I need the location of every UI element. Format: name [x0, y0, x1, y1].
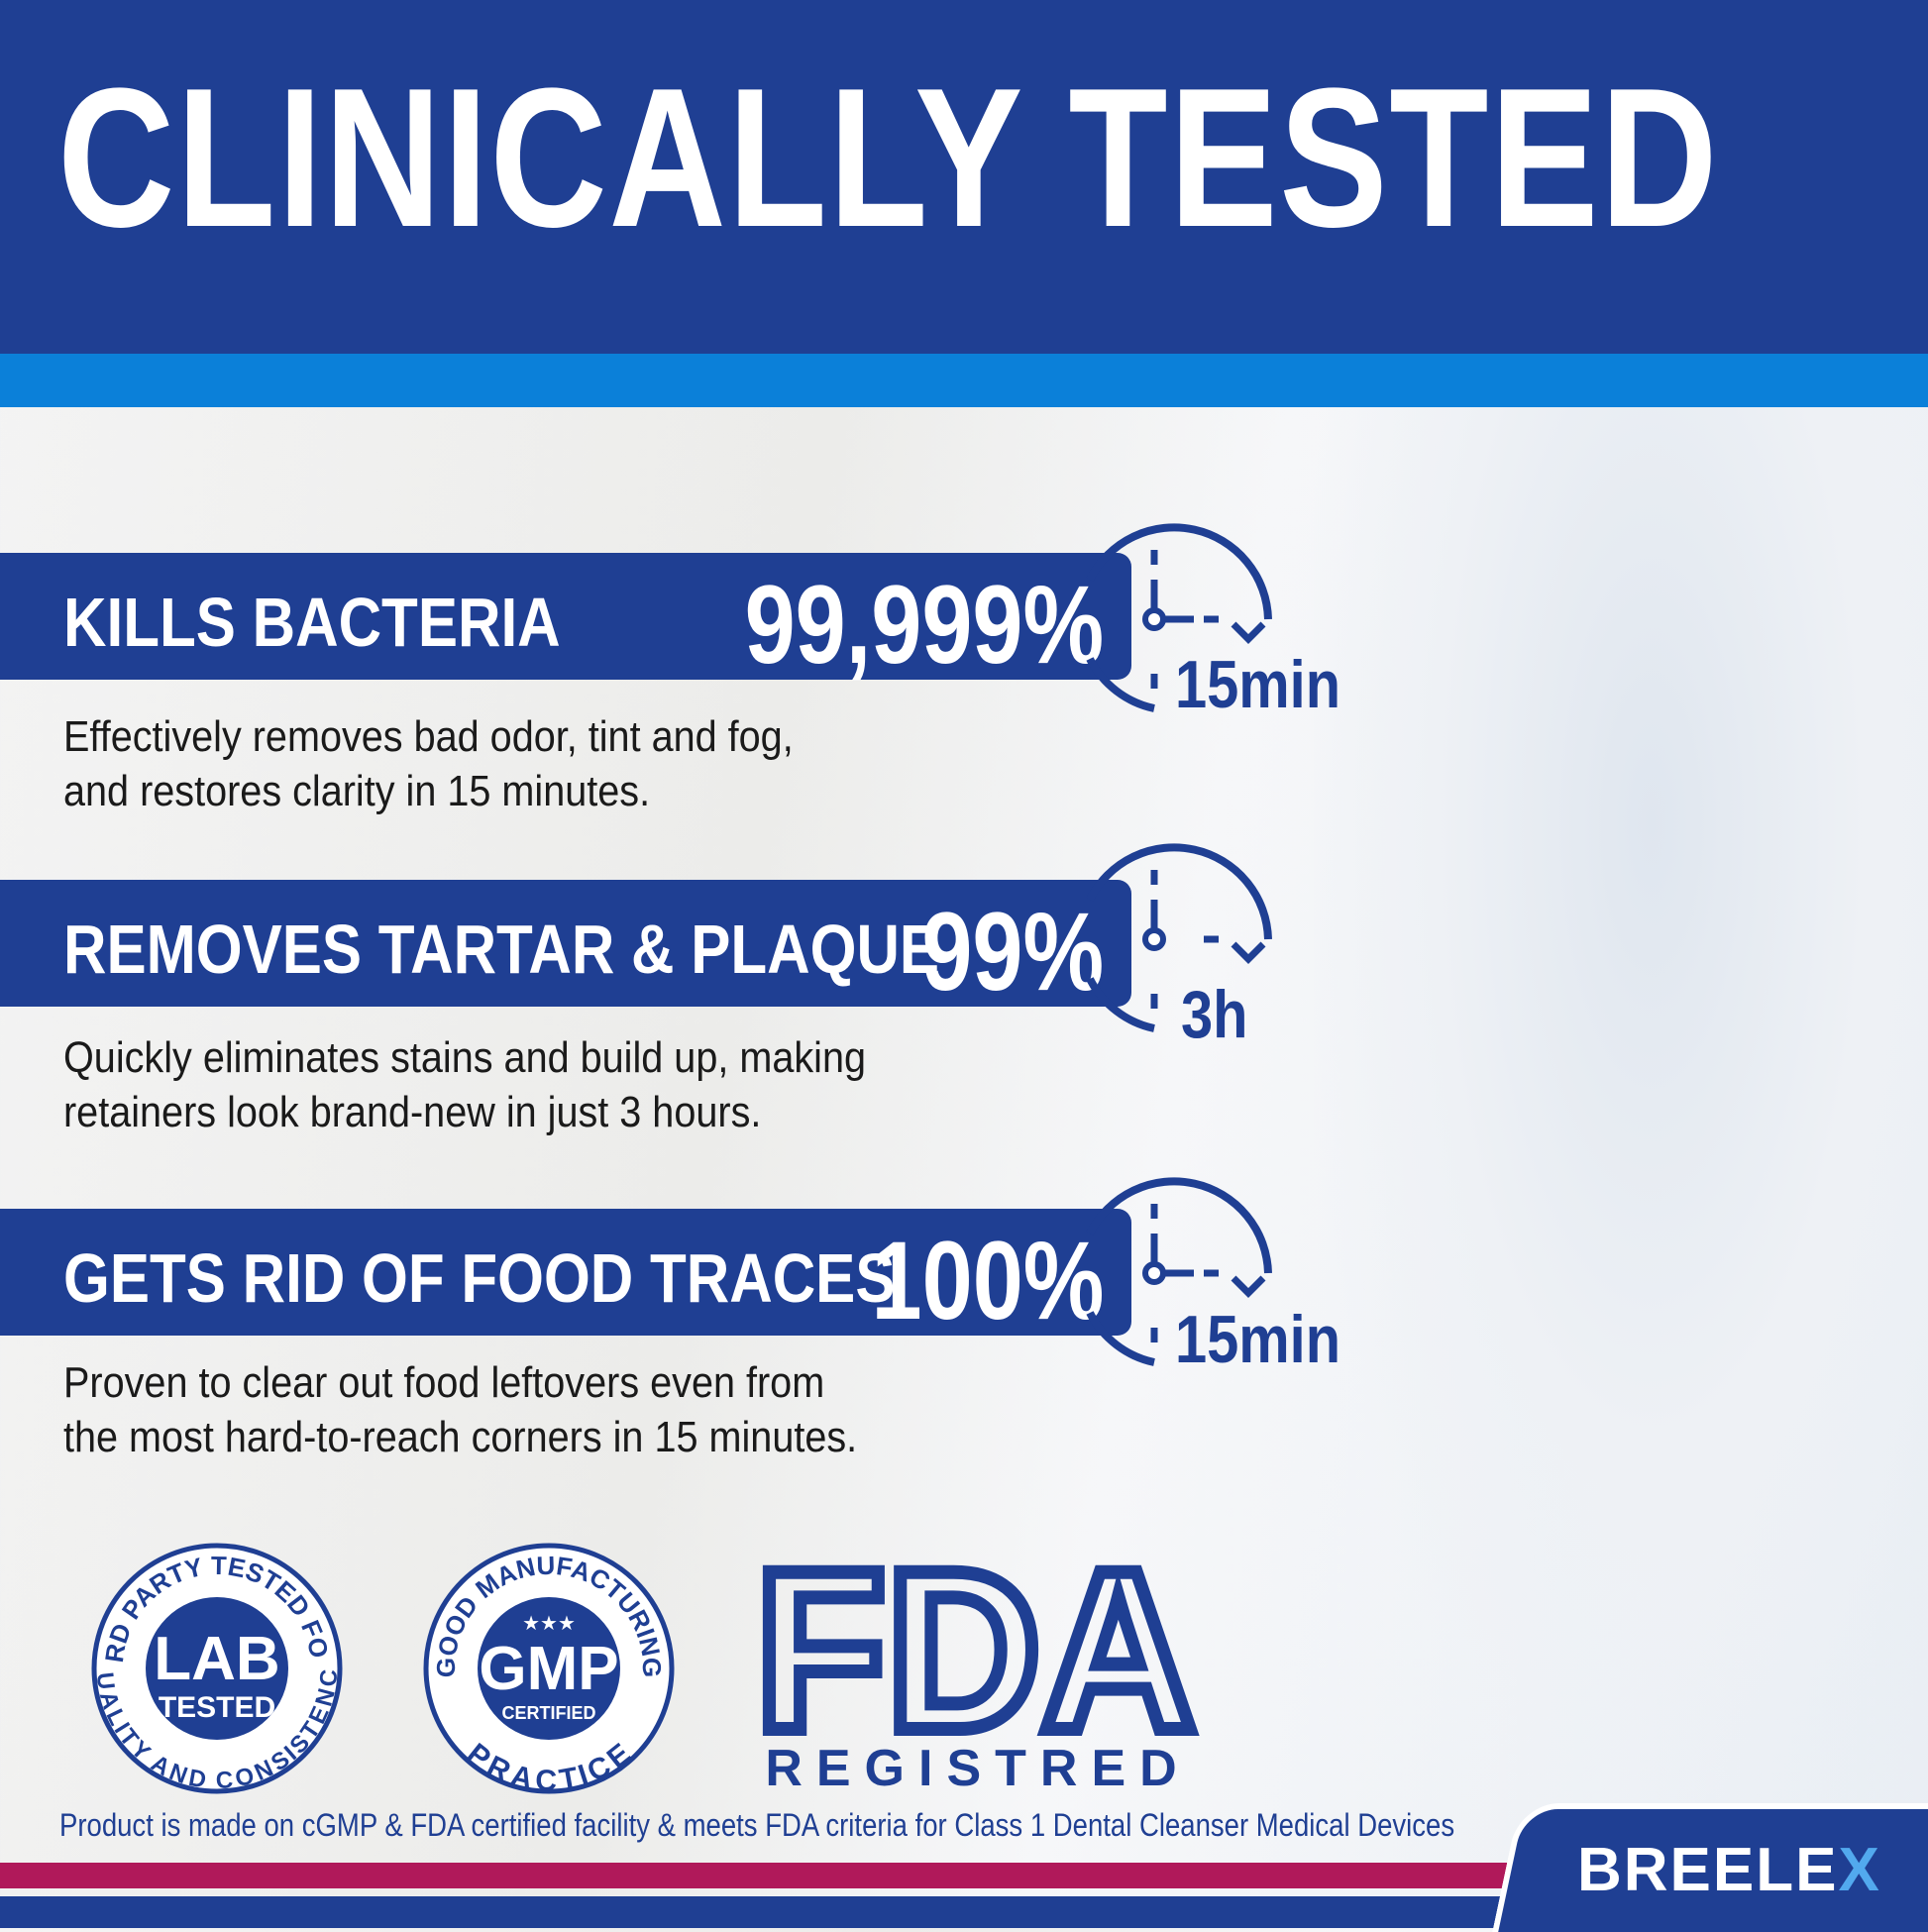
claim-value: 100% — [871, 1219, 1104, 1342]
page-title: CLINICALLY TESTED — [57, 48, 1720, 268]
claim-bar-food: GETS RID OF FOOD TRACES 100% — [0, 1209, 1131, 1342]
claim-label: REMOVES TARTAR & PLAQUE — [63, 911, 940, 988]
magenta-stripe — [0, 1863, 1526, 1888]
desc-line: Proven to clear out food leftovers even … — [63, 1358, 825, 1407]
compliance-note: Product is made on cGMP & FDA certified … — [59, 1807, 1455, 1843]
desc-line: and restores clarity in 15 minutes. — [63, 767, 651, 815]
claim-bar-tartar: REMOVES TARTAR & PLAQUE 99% — [0, 880, 1131, 1014]
lab-tested-badge: 3RD PARTY TESTED FOR QUALITY AND CONSIST… — [89, 1541, 343, 1794]
claim-description: Effectively removes bad odor, tint and f… — [63, 709, 794, 818]
duration-label: 15min — [1175, 1302, 1341, 1377]
stars-icon: ★★★ — [522, 1613, 576, 1635]
gmp-badge: GOOD MANUFACTURING PRACTICE ★★★ GMP CERT… — [423, 1543, 675, 1796]
accent-stripe — [0, 354, 1928, 407]
header-banner — [0, 0, 1928, 354]
duration-label: 3h — [1181, 977, 1248, 1052]
desc-line: the most hard-to-reach corners in 15 min… — [63, 1413, 858, 1461]
badge-main-text: LAB — [154, 1625, 279, 1693]
lab-scientist-photo — [1314, 407, 1928, 1794]
brand-logo: BREELEX — [1577, 1835, 1881, 1905]
clock-icon — [1086, 1177, 1272, 1366]
clock-icon — [1086, 843, 1272, 1032]
claim-value: 99,999% — [744, 563, 1104, 687]
desc-line: retainers look brand-new in just 3 hours… — [63, 1088, 762, 1136]
claim-description: Quickly eliminates stains and build up, … — [63, 1030, 866, 1139]
claim-description: Proven to clear out food leftovers even … — [63, 1355, 857, 1464]
badge-main-text: GMP — [479, 1635, 618, 1703]
desc-line: Quickly eliminates stains and build up, … — [63, 1033, 867, 1082]
badge-sub-text: TESTED — [159, 1691, 275, 1724]
claim-label: GETS RID OF FOOD TRACES — [63, 1239, 896, 1317]
duration-label: 15min — [1175, 647, 1341, 722]
clock-icon — [1086, 523, 1272, 712]
claim-label: KILLS BACTERIA — [63, 584, 561, 661]
desc-line: Effectively removes bad odor, tint and f… — [63, 712, 794, 761]
brand-x: X — [1838, 1836, 1881, 1904]
badge-sub-text: CERTIFIED — [501, 1703, 595, 1723]
svg-text:FDA: FDA — [755, 1551, 1196, 1777]
fda-registered-text: REGISTRED — [765, 1740, 1191, 1797]
brand-name: BREELE — [1577, 1836, 1839, 1904]
claim-value: 99% — [921, 890, 1104, 1014]
fda-logo: FDA — [755, 1551, 1201, 1784]
claim-bar-bacteria: KILLS BACTERIA 99,999% — [0, 553, 1131, 687]
